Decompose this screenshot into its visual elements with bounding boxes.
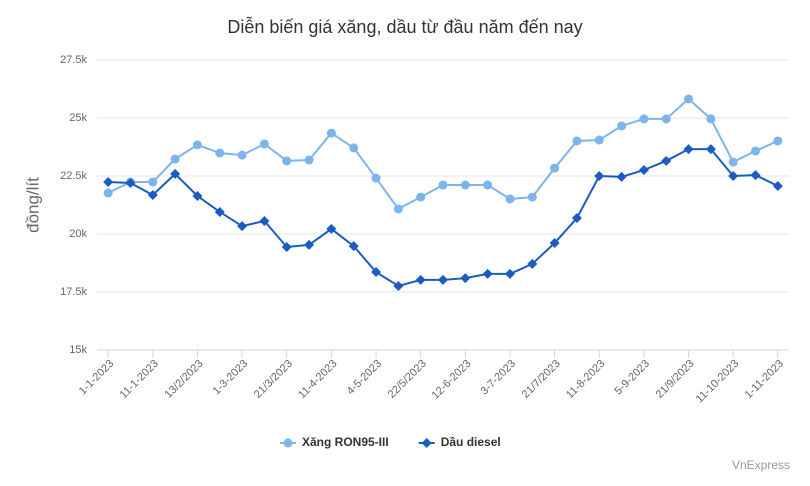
data-point [572,136,582,146]
data-point [281,241,292,252]
data-point [505,194,515,204]
data-point [371,173,381,183]
data-point [683,144,694,155]
data-point [215,148,225,158]
data-point [148,177,158,187]
data-point [706,114,716,124]
data-point [594,171,605,181]
data-point [460,273,471,284]
data-point [772,180,783,191]
y-tick-label: 25k [69,112,87,124]
data-point [728,157,738,167]
data-point [751,146,761,156]
y-tick-label: 27.5k [60,54,87,66]
data-point [282,156,292,166]
data-point [393,204,403,214]
data-point [259,139,269,149]
data-point [661,155,672,166]
data-point [147,190,158,201]
data-point [684,94,694,104]
data-point [349,143,359,153]
data-point [304,155,314,165]
data-point [460,180,470,190]
data-point [192,190,203,201]
y-tick-label: 20k [69,228,87,240]
data-point [638,164,649,175]
data-point [549,238,560,249]
data-point [550,163,560,173]
y-tick-label: 15k [69,344,87,356]
data-point [527,258,538,269]
data-point [170,154,180,164]
data-point [393,280,404,291]
legend-marker [283,438,293,448]
data-point [415,274,426,285]
data-point [617,121,627,131]
y-axis-label: đồng/lít [23,177,42,233]
data-point [103,177,114,188]
data-point [438,180,448,190]
data-point [416,192,426,202]
data-point [348,241,359,252]
data-point [504,268,515,279]
legend-marker [421,438,432,448]
data-point [103,188,113,198]
data-point [483,180,493,190]
data-point [750,170,761,181]
data-point [482,268,493,279]
data-point [259,216,270,227]
data-point [594,135,604,145]
data-point [616,171,627,182]
data-point [639,114,649,124]
data-point [773,136,783,146]
data-point [326,128,336,138]
data-point [705,144,716,155]
data-point [326,223,337,234]
chart-title: Diễn biến giá xăng, dầu từ đầu năm đến n… [227,16,582,37]
data-point [728,171,739,181]
data-point [237,150,247,160]
data-point [170,168,181,179]
y-tick-label: 22.5k [60,170,87,182]
data-point [371,267,382,278]
legend-label: Xăng RON95-III [302,435,389,449]
data-point [192,140,202,150]
data-point [125,177,136,188]
data-point [527,192,537,202]
y-tick-label: 17.5k [60,286,87,298]
data-point [214,206,225,217]
data-point [571,212,582,223]
data-point [661,114,671,124]
data-point [438,274,448,285]
legend-label: Dầu diesel [441,435,501,449]
data-point [237,221,248,232]
data-point [304,239,315,250]
credit: VnExpress [732,458,790,472]
